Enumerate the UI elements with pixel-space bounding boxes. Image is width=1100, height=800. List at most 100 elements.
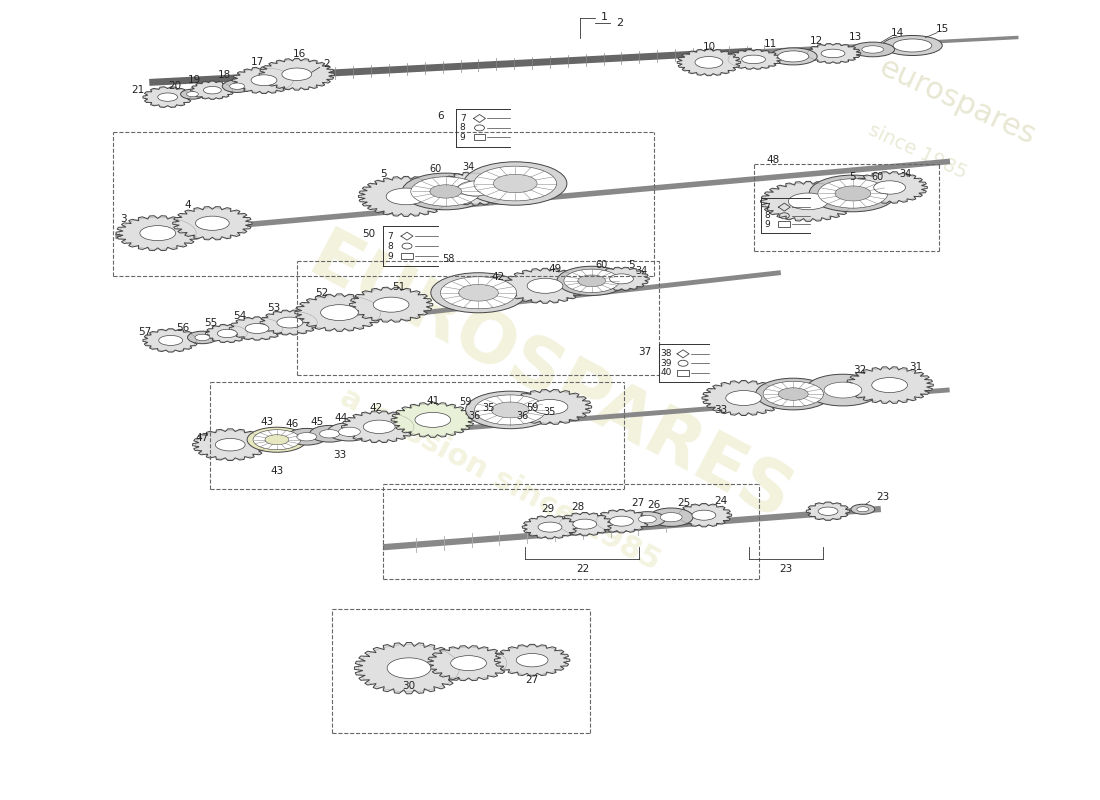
Text: 5: 5 [379,169,386,178]
Ellipse shape [726,390,761,406]
Ellipse shape [187,331,218,344]
Text: 22: 22 [576,564,590,574]
Text: 46: 46 [285,419,298,429]
Bar [779,222,790,227]
Text: 34: 34 [462,162,475,172]
Ellipse shape [861,46,883,53]
Ellipse shape [609,516,634,526]
Text: 32: 32 [854,366,867,375]
Ellipse shape [265,434,289,445]
Polygon shape [392,402,474,438]
Text: 30: 30 [403,681,416,691]
Text: 2: 2 [323,59,330,70]
Ellipse shape [218,330,238,338]
Polygon shape [427,646,510,681]
Text: 53: 53 [267,302,280,313]
Ellipse shape [415,412,451,427]
Ellipse shape [494,174,537,193]
Ellipse shape [297,433,317,441]
Text: 59: 59 [526,403,538,413]
Polygon shape [143,86,192,107]
Text: 16: 16 [293,50,307,59]
Polygon shape [206,324,249,342]
Text: 33: 33 [333,450,346,460]
Text: 33: 33 [714,405,727,415]
Polygon shape [354,642,463,694]
Polygon shape [232,67,296,94]
Text: 13: 13 [849,31,862,42]
Polygon shape [229,317,285,340]
Polygon shape [676,503,732,527]
Polygon shape [260,310,319,335]
Polygon shape [508,390,592,425]
Polygon shape [522,515,578,538]
Text: a passion since 1985: a passion since 1985 [336,382,666,576]
Bar [402,253,412,259]
Ellipse shape [431,273,526,313]
Polygon shape [805,43,861,63]
Polygon shape [495,644,570,676]
Text: 27: 27 [526,675,539,685]
Text: 28: 28 [571,502,584,512]
Ellipse shape [253,430,300,450]
Text: 25: 25 [678,498,691,508]
Ellipse shape [649,508,693,526]
Ellipse shape [778,51,808,62]
Ellipse shape [573,519,596,529]
Polygon shape [760,182,856,222]
Ellipse shape [893,39,932,52]
Polygon shape [806,502,850,520]
Ellipse shape [564,269,619,293]
Ellipse shape [660,513,682,522]
Text: 29: 29 [541,504,554,514]
Polygon shape [594,510,649,533]
Text: 44: 44 [334,413,348,423]
Text: 18: 18 [218,70,231,80]
Ellipse shape [516,654,548,667]
Ellipse shape [492,402,529,418]
Ellipse shape [339,427,361,436]
Ellipse shape [230,83,244,90]
Ellipse shape [373,297,409,312]
Ellipse shape [638,515,657,523]
Text: 52: 52 [315,288,328,298]
Text: 10: 10 [702,42,715,53]
Ellipse shape [741,55,766,64]
Text: 27: 27 [630,498,644,508]
Text: 56: 56 [176,322,189,333]
Ellipse shape [857,506,869,512]
Ellipse shape [440,277,517,309]
Text: 51: 51 [393,282,406,292]
Text: 23: 23 [780,564,793,574]
Text: since 1985: since 1985 [866,121,970,183]
Text: EUROSPARES: EUROSPARES [297,224,803,537]
Polygon shape [192,429,268,461]
Ellipse shape [763,382,824,406]
Text: 12: 12 [810,35,823,46]
Polygon shape [436,172,515,205]
Text: 14: 14 [891,27,904,38]
Polygon shape [143,329,198,352]
Ellipse shape [609,274,634,284]
Polygon shape [341,411,417,442]
Text: 15: 15 [936,23,949,34]
Ellipse shape [629,512,666,526]
Text: 7: 7 [460,114,465,123]
Ellipse shape [216,438,245,451]
Ellipse shape [695,57,723,68]
Ellipse shape [458,181,494,196]
Text: 42: 42 [492,272,505,282]
Ellipse shape [465,391,556,429]
Text: 9: 9 [764,220,770,229]
Text: 34: 34 [635,266,648,276]
Text: 36: 36 [516,411,528,421]
Text: 60: 60 [430,164,442,174]
Text: 41: 41 [426,396,439,406]
Ellipse shape [451,656,486,670]
Text: 24: 24 [714,496,727,506]
Polygon shape [678,49,740,76]
Ellipse shape [386,188,426,205]
Ellipse shape [204,86,221,94]
Polygon shape [726,50,781,70]
Ellipse shape [821,49,845,58]
